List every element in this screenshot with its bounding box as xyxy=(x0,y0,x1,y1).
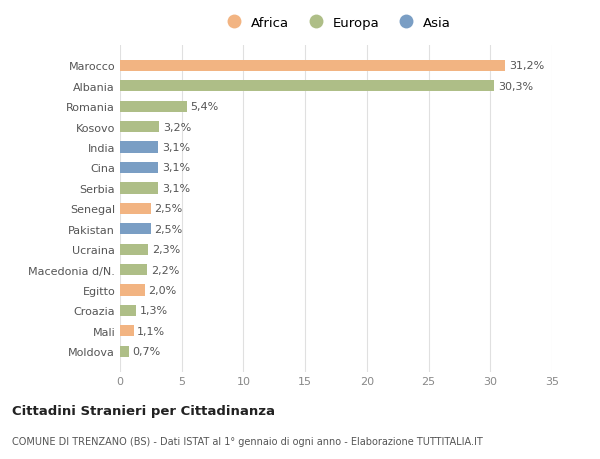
Bar xyxy=(120,81,494,92)
Text: 2,5%: 2,5% xyxy=(155,204,183,214)
Text: 30,3%: 30,3% xyxy=(497,82,533,92)
Text: COMUNE DI TRENZANO (BS) - Dati ISTAT al 1° gennaio di ogni anno - Elaborazione T: COMUNE DI TRENZANO (BS) - Dati ISTAT al … xyxy=(12,436,483,446)
Text: Cittadini Stranieri per Cittadinanza: Cittadini Stranieri per Cittadinanza xyxy=(12,404,275,417)
Bar xyxy=(120,162,158,174)
Bar xyxy=(120,224,151,235)
Text: 1,3%: 1,3% xyxy=(140,306,168,316)
Text: 2,3%: 2,3% xyxy=(152,245,181,255)
Text: 1,1%: 1,1% xyxy=(137,326,166,336)
Bar xyxy=(120,101,187,112)
Bar xyxy=(120,142,158,153)
Bar xyxy=(120,203,151,214)
Text: 3,2%: 3,2% xyxy=(163,123,191,132)
Text: 2,2%: 2,2% xyxy=(151,265,179,275)
Text: 3,1%: 3,1% xyxy=(162,184,190,194)
Text: 3,1%: 3,1% xyxy=(162,163,190,173)
Bar xyxy=(120,285,145,296)
Text: 2,0%: 2,0% xyxy=(148,285,176,295)
Bar xyxy=(120,325,134,336)
Text: 5,4%: 5,4% xyxy=(190,102,218,112)
Text: 3,1%: 3,1% xyxy=(162,143,190,153)
Bar xyxy=(120,264,147,275)
Text: 2,5%: 2,5% xyxy=(155,224,183,234)
Bar xyxy=(120,122,160,133)
Bar xyxy=(120,346,128,357)
Bar xyxy=(120,305,136,316)
Legend: Africa, Europa, Asia: Africa, Europa, Asia xyxy=(221,17,451,30)
Bar xyxy=(120,244,148,255)
Text: 31,2%: 31,2% xyxy=(509,62,544,71)
Bar xyxy=(120,183,158,194)
Bar xyxy=(120,61,505,72)
Text: 0,7%: 0,7% xyxy=(133,347,161,356)
